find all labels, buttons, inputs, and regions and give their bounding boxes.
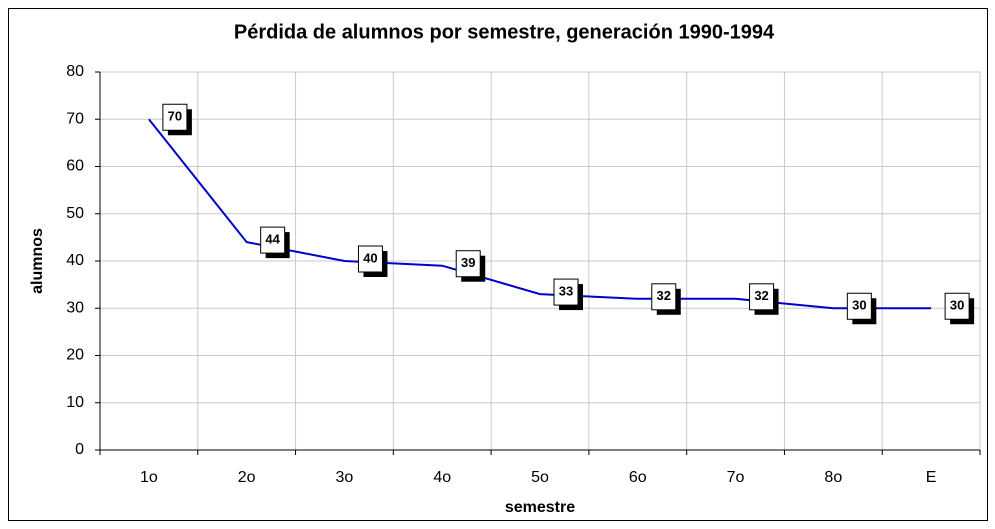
x-tick-label: E — [926, 469, 937, 486]
data-label: 39 — [461, 255, 475, 270]
data-label: 30 — [852, 298, 866, 313]
y-tick-label: 10 — [66, 394, 84, 411]
x-tick-label: 4o — [433, 469, 451, 486]
label-box — [553, 278, 579, 306]
data-label: 32 — [754, 288, 768, 303]
label-box — [846, 292, 872, 320]
y-tick-label: 0 — [75, 441, 84, 458]
y-tick-label: 60 — [66, 158, 84, 175]
chart-border — [8, 8, 988, 521]
data-label: 30 — [950, 298, 964, 313]
y-tick-label: 40 — [66, 252, 84, 269]
label-box — [749, 283, 775, 311]
x-axis-label: semestre — [505, 499, 575, 516]
label-box — [357, 245, 383, 273]
x-tick-label: 8o — [824, 469, 842, 486]
y-tick-label: 50 — [66, 205, 84, 222]
y-tick-label: 20 — [66, 347, 84, 364]
x-tick-label: 7o — [727, 469, 745, 486]
label-box — [162, 103, 188, 131]
data-label: 70 — [168, 109, 182, 124]
y-tick-label: 80 — [66, 63, 84, 80]
label-box — [651, 283, 677, 311]
y-tick-label: 30 — [66, 299, 84, 316]
label-box — [455, 250, 481, 278]
label-box — [944, 292, 970, 320]
data-label: 32 — [657, 288, 671, 303]
x-tick-label: 6o — [629, 469, 647, 486]
chart-title: Pérdida de alumnos por semestre, generac… — [234, 21, 775, 43]
label-box — [260, 226, 286, 254]
data-label: 33 — [559, 284, 573, 299]
x-tick-label: 1o — [140, 469, 158, 486]
x-tick-label: 3o — [336, 469, 354, 486]
data-label: 44 — [265, 232, 280, 247]
y-axis-label: alumnos — [29, 228, 46, 294]
data-label: 40 — [363, 250, 377, 265]
x-tick-label: 2o — [238, 469, 256, 486]
y-tick-label: 70 — [66, 110, 84, 127]
x-tick-label: 5o — [531, 469, 549, 486]
